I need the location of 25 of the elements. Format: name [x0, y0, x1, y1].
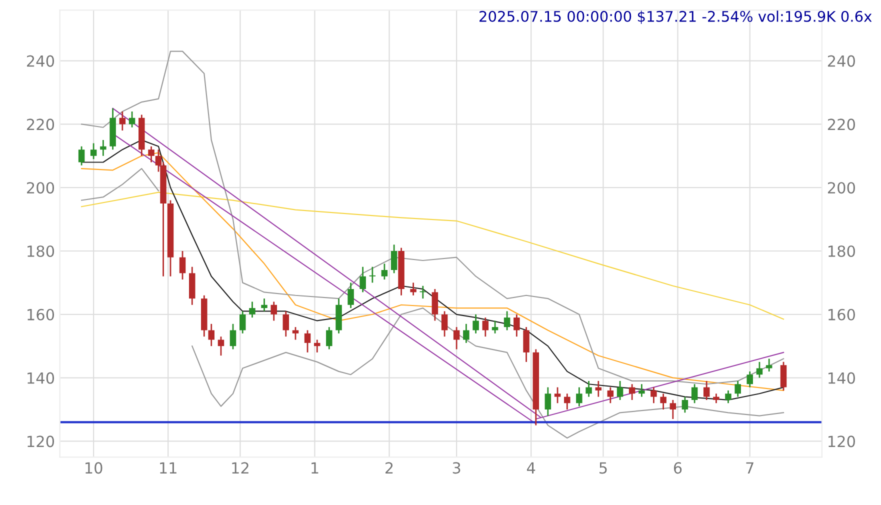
- chart-title: 2025.07.15 00:00:00 $137.21 -2.54% vol:195.9K 0.6x: [480, 10, 872, 24]
- x-tick-label: 2: [386, 462, 393, 474]
- y2-tick-label: 220: [828, 118, 855, 130]
- x-tick-label: 12: [232, 462, 248, 474]
- y2-tick-label: 160: [828, 308, 855, 320]
- y2-tick-label: 240: [828, 55, 855, 67]
- y2-tick-label: 120: [828, 436, 855, 448]
- x-tick-label: 6: [674, 462, 682, 474]
- y-tick-label: 240: [27, 55, 54, 67]
- y-tick-label: 140: [28, 372, 54, 384]
- y-tick-label: 160: [28, 308, 54, 320]
- y-tick-label: 200: [27, 182, 54, 194]
- x-tick-label: 7: [746, 462, 754, 474]
- y2-tick-label: 180: [828, 245, 855, 258]
- x-tick-label: 1: [312, 462, 318, 474]
- y-tick-label: 180: [28, 245, 54, 258]
- y-tick-label: 120: [28, 436, 54, 448]
- y2-tick-label: 200: [828, 182, 855, 194]
- y-tick-label: 220: [27, 118, 54, 130]
- x-tick-label: 4: [526, 462, 536, 474]
- x-tick-label: 11: [160, 462, 176, 474]
- x-tick-label: 3: [452, 462, 460, 474]
- x-tick-label: 5: [600, 462, 607, 474]
- x-tick-label: 10: [86, 462, 102, 474]
- y2-tick-label: 140: [828, 372, 855, 384]
